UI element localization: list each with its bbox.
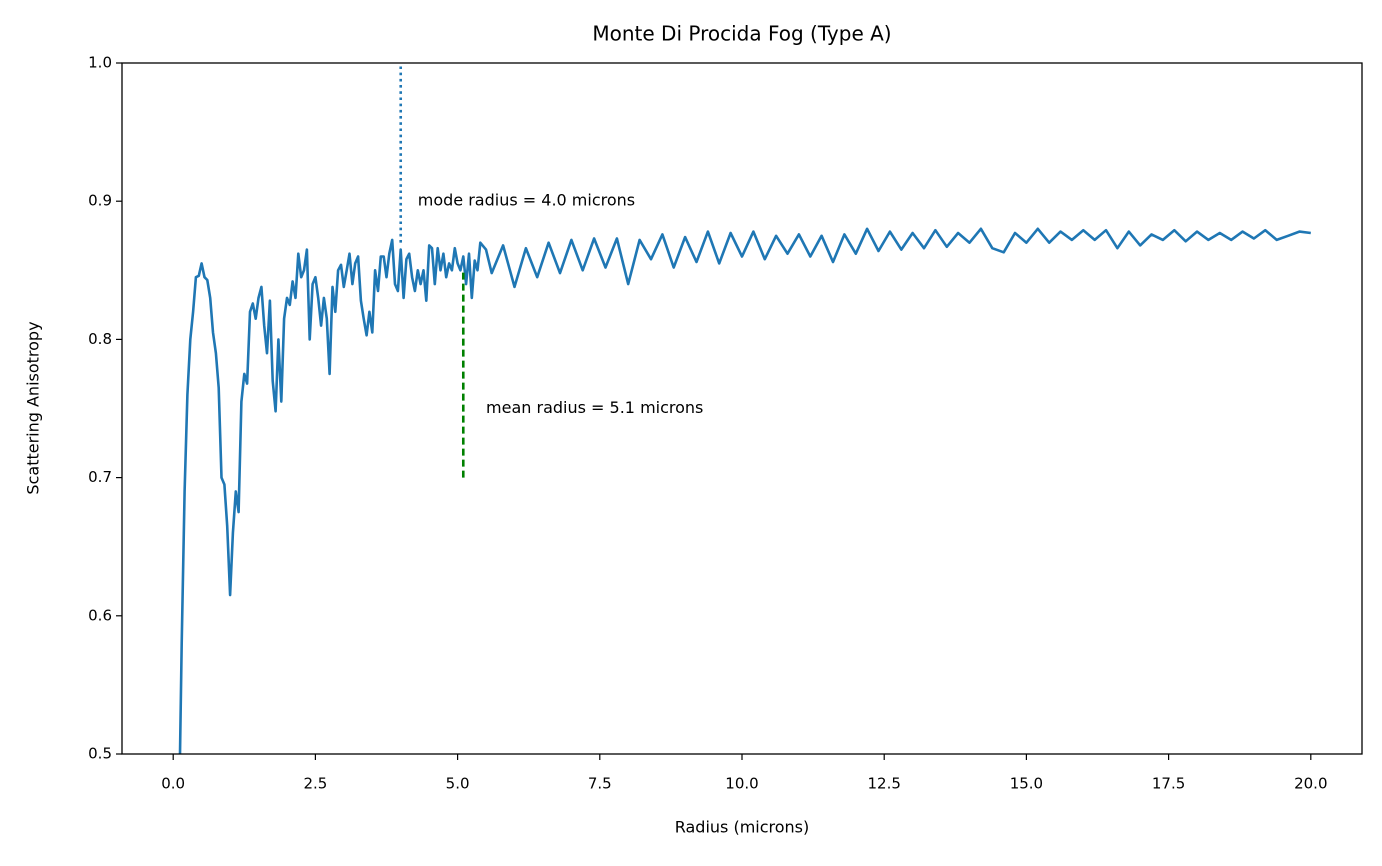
annotation: mean radius = 5.1 microns bbox=[486, 398, 703, 417]
y-tick-label: 0.5 bbox=[88, 745, 112, 763]
y-tick-label: 0.6 bbox=[88, 606, 112, 624]
x-tick-label: 7.5 bbox=[588, 775, 612, 793]
x-tick-label: 2.5 bbox=[303, 775, 327, 793]
annotation: mode radius = 4.0 microns bbox=[418, 191, 635, 210]
y-tick-label: 0.8 bbox=[88, 330, 112, 348]
x-tick-label: 10.0 bbox=[725, 775, 758, 793]
x-tick-label: 5.0 bbox=[446, 775, 470, 793]
data-line bbox=[178, 227, 1311, 754]
x-tick-label: 17.5 bbox=[1152, 775, 1185, 793]
y-axis-label: Scattering Anisotropy bbox=[24, 321, 43, 494]
y-tick-label: 0.7 bbox=[88, 468, 112, 486]
chart-title: Monte Di Procida Fog (Type A) bbox=[592, 22, 891, 46]
y-tick-label: 0.9 bbox=[88, 192, 112, 210]
x-tick-label: 0.0 bbox=[161, 775, 185, 793]
axes-frame bbox=[121, 62, 1363, 755]
x-axis-label: Radius (microns) bbox=[675, 818, 810, 837]
x-tick-label: 15.0 bbox=[1010, 775, 1043, 793]
x-tick-label: 12.5 bbox=[867, 775, 900, 793]
plot-area bbox=[178, 63, 1311, 754]
y-tick-label: 1.0 bbox=[88, 54, 112, 72]
x-tick-label: 20.0 bbox=[1294, 775, 1327, 793]
